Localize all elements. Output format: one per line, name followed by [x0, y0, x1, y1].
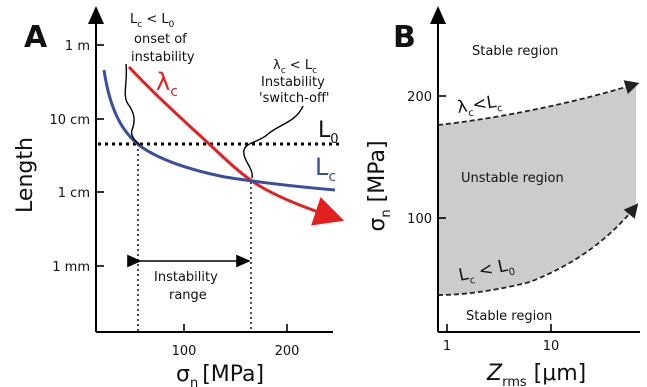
- panel-b: B 200 100 1 10 σn [MPa] Zrms [μm] Stable…: [365, 6, 640, 387]
- switchoff-annotation-line3: 'switch-off': [259, 91, 330, 106]
- panel-a-x-tick-label: 200: [275, 344, 300, 359]
- switchoff-annotation-line2: Instability: [261, 75, 325, 90]
- unstable-region-label: Unstable region: [461, 171, 564, 186]
- switchoff-leader-line: [243, 105, 304, 179]
- panel-b-x-tick-label: 10: [543, 339, 560, 354]
- panel-a-y-tick-label: 10 cm: [50, 113, 91, 128]
- stable-region-top-label: Stable region: [472, 44, 558, 59]
- onset-annotation-line1: Lc < L0: [130, 12, 175, 30]
- series-lc-label: Lc: [315, 153, 336, 185]
- series-lambda-c-line: [127, 65, 345, 226]
- onset-annotation-line3: instability: [131, 50, 195, 65]
- panel-a-x-axis-title: σn [MPa]: [176, 362, 264, 387]
- panel-a-letter: A: [24, 20, 48, 55]
- panel-a: A 1 m 10 cm 1 cm 1 mm 100 200 Length σn[…: [13, 6, 345, 387]
- instability-range-label-line2: range: [169, 288, 207, 303]
- upper-boundary-label: λc<Lc: [456, 91, 504, 121]
- panel-b-y-axis-title: σn [MPa]: [365, 140, 394, 231]
- upper-boundary-line: [437, 80, 640, 126]
- series-lambda-c-label: λc: [156, 68, 178, 100]
- panel-b-x-axis-title: Zrms [μm]: [486, 361, 586, 387]
- onset-annotation-line2: onset of: [134, 32, 187, 47]
- panel-b-y-tick-label: 200: [407, 90, 432, 105]
- switchoff-annotation-line1: λc < Lc: [273, 58, 317, 76]
- panel-b-y-tick-label: 100: [407, 212, 432, 227]
- unstable-region-fill: [438, 84, 636, 295]
- panel-a-y-axis-title: Length: [13, 137, 38, 213]
- panel-a-y-tick-label: 1 mm: [52, 260, 90, 275]
- panel-b-letter: B: [393, 20, 416, 55]
- panel-a-y-tick-label: 1 m: [65, 39, 90, 54]
- stable-region-bottom-label: Stable region: [466, 309, 552, 324]
- panel-a-y-tick-label: 1 cm: [58, 186, 90, 201]
- lower-boundary-line: [437, 203, 639, 296]
- instability-range-label-line1: Instability: [154, 270, 218, 285]
- panel-b-x-tick-label: 1: [443, 339, 451, 354]
- series-lc-line: [102, 69, 336, 192]
- onset-leader-line: [124, 63, 141, 146]
- panel-a-x-tick-label: 100: [172, 344, 197, 359]
- series-l0-label: L0: [318, 118, 339, 147]
